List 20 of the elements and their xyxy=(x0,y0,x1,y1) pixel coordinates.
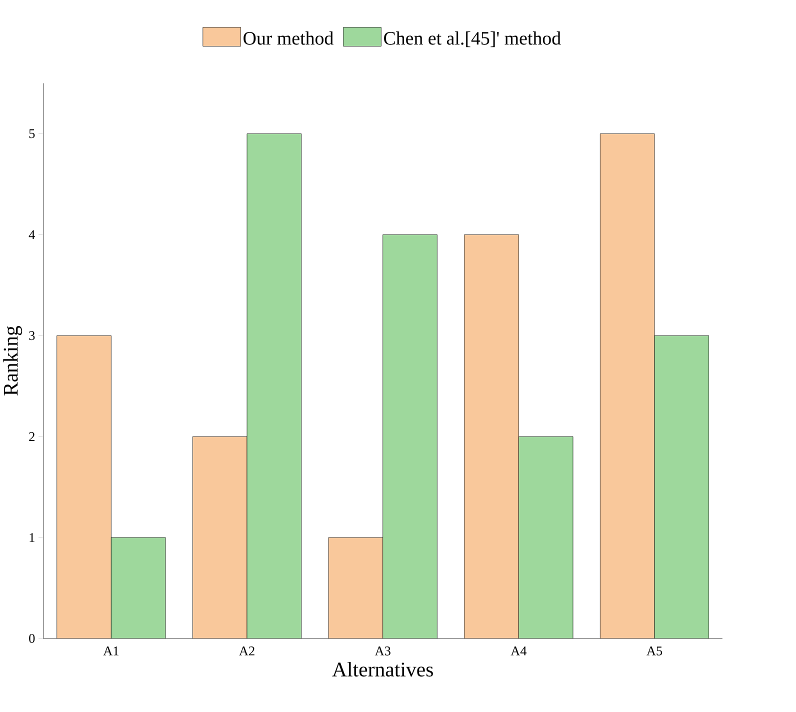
y-tick-label: 4 xyxy=(28,230,35,239)
bar xyxy=(518,436,573,638)
y-tick-label: 3 xyxy=(29,331,35,340)
x-tick-label: A3 xyxy=(374,646,390,656)
y-tick-label: 2 xyxy=(29,432,34,441)
x-tick-label: A5 xyxy=(646,646,662,656)
bar xyxy=(111,537,166,638)
y-tick-label: 1 xyxy=(30,533,34,542)
y-axis-title: Ranking xyxy=(3,326,22,396)
bar xyxy=(247,134,302,638)
y-tick-label: 0 xyxy=(29,634,35,643)
x-tick-label: A2 xyxy=(239,646,254,656)
x-tick-label: A1 xyxy=(103,646,118,656)
x-axis-title: Alternatives xyxy=(332,662,433,676)
legend-label: Chen et al.[45]' method xyxy=(384,31,561,47)
y-tick-label: 5 xyxy=(29,129,35,138)
legend-label: Our method xyxy=(244,31,334,45)
bar xyxy=(382,234,438,638)
x-tick-label: A4 xyxy=(510,646,527,656)
bar xyxy=(654,335,710,638)
